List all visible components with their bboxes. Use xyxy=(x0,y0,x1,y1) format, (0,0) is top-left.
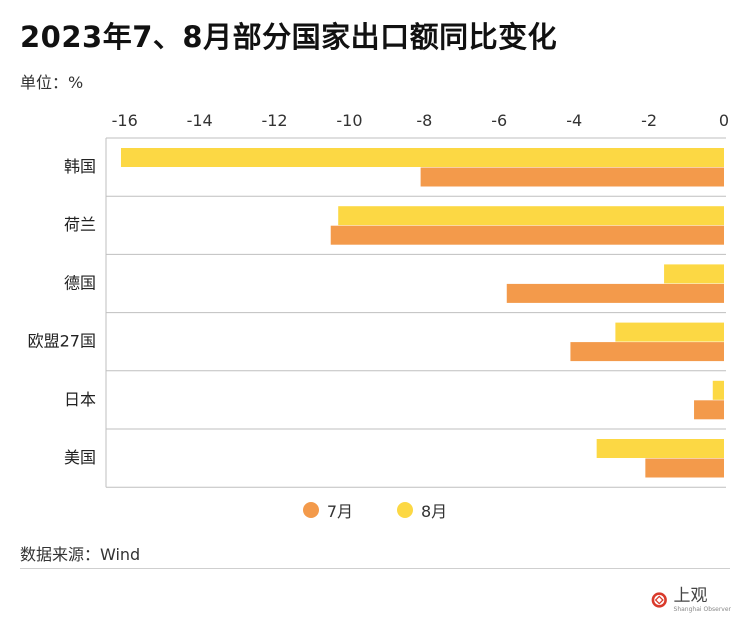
legend-swatch-july xyxy=(302,502,319,518)
category-label: 德国 xyxy=(64,273,96,292)
legend-swatch-august xyxy=(397,502,413,518)
bar-july xyxy=(506,283,724,303)
legend-item-july: 7月 xyxy=(302,498,353,522)
bar-august xyxy=(120,148,725,167)
category-label: 韩国 xyxy=(64,157,96,176)
source-label: 数据来源：Wind xyxy=(20,545,141,564)
x-tick-label: -14 xyxy=(187,111,213,130)
bar-august xyxy=(664,264,724,284)
x-tick-label: 0 xyxy=(719,111,729,130)
bar-july xyxy=(694,400,724,420)
logo-subtext: Shanghai Observer xyxy=(673,605,731,613)
bar-july xyxy=(420,167,724,187)
unit-label: 单位：% xyxy=(20,73,84,92)
x-tick-label: -8 xyxy=(416,111,432,130)
x-tick-label: -12 xyxy=(261,111,287,130)
bar-august xyxy=(338,206,724,226)
x-tick-label: -2 xyxy=(641,111,657,130)
bar-july xyxy=(330,225,724,245)
bar-july xyxy=(570,342,724,362)
bar-august xyxy=(596,439,724,458)
category-label: 欧盟27国 xyxy=(28,332,96,351)
x-tick-label: -10 xyxy=(336,111,362,130)
x-tick-label: -16 xyxy=(112,111,138,130)
legend-item-august: 8月 xyxy=(397,498,447,522)
x-tick-label: -4 xyxy=(566,111,582,130)
publisher-logo: 上观 Shanghai Observer xyxy=(651,582,731,618)
logo-mark-icon xyxy=(651,592,667,608)
legend-label-august: 8月 xyxy=(421,502,448,521)
legend: 7月 8月 xyxy=(0,498,750,522)
legend-label-july: 7月 xyxy=(326,502,353,521)
bar-august xyxy=(712,380,724,400)
category-label: 美国 xyxy=(64,448,96,467)
source-divider xyxy=(20,568,730,569)
category-label: 荷兰 xyxy=(64,215,96,234)
bar-august xyxy=(615,322,724,342)
bar-july xyxy=(645,458,724,478)
category-label: 日本 xyxy=(64,390,96,409)
x-tick-label: -6 xyxy=(491,111,507,130)
logo-text: 上观 xyxy=(673,585,708,606)
chart-title: 2023年7、8月部分国家出口额同比变化 xyxy=(20,20,558,54)
